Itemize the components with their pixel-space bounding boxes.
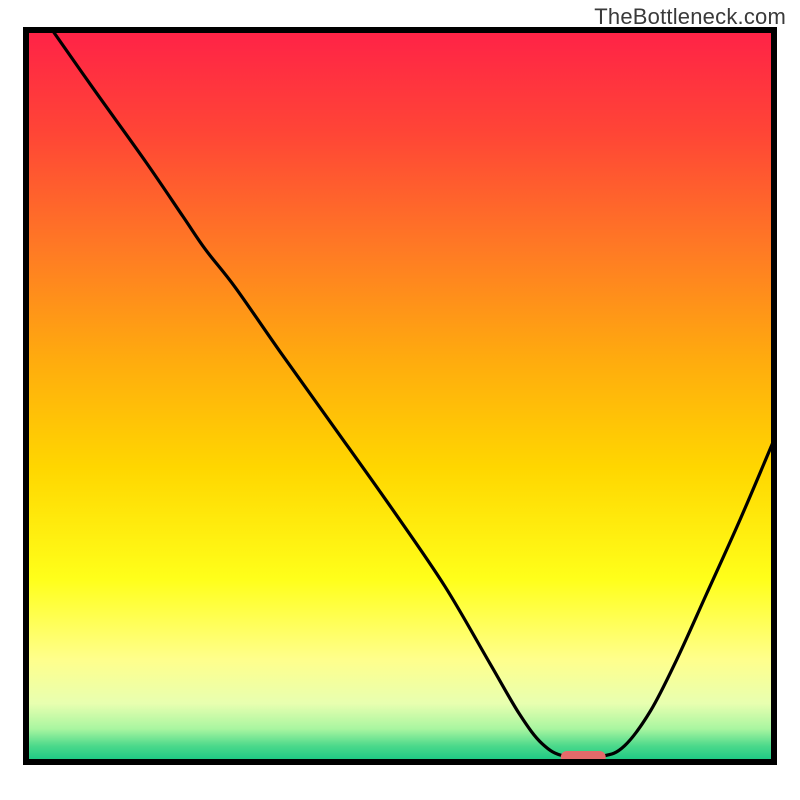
bottleneck-chart <box>0 0 800 800</box>
watermark-text: TheBottleneck.com <box>594 4 786 30</box>
chart-background <box>26 30 774 762</box>
